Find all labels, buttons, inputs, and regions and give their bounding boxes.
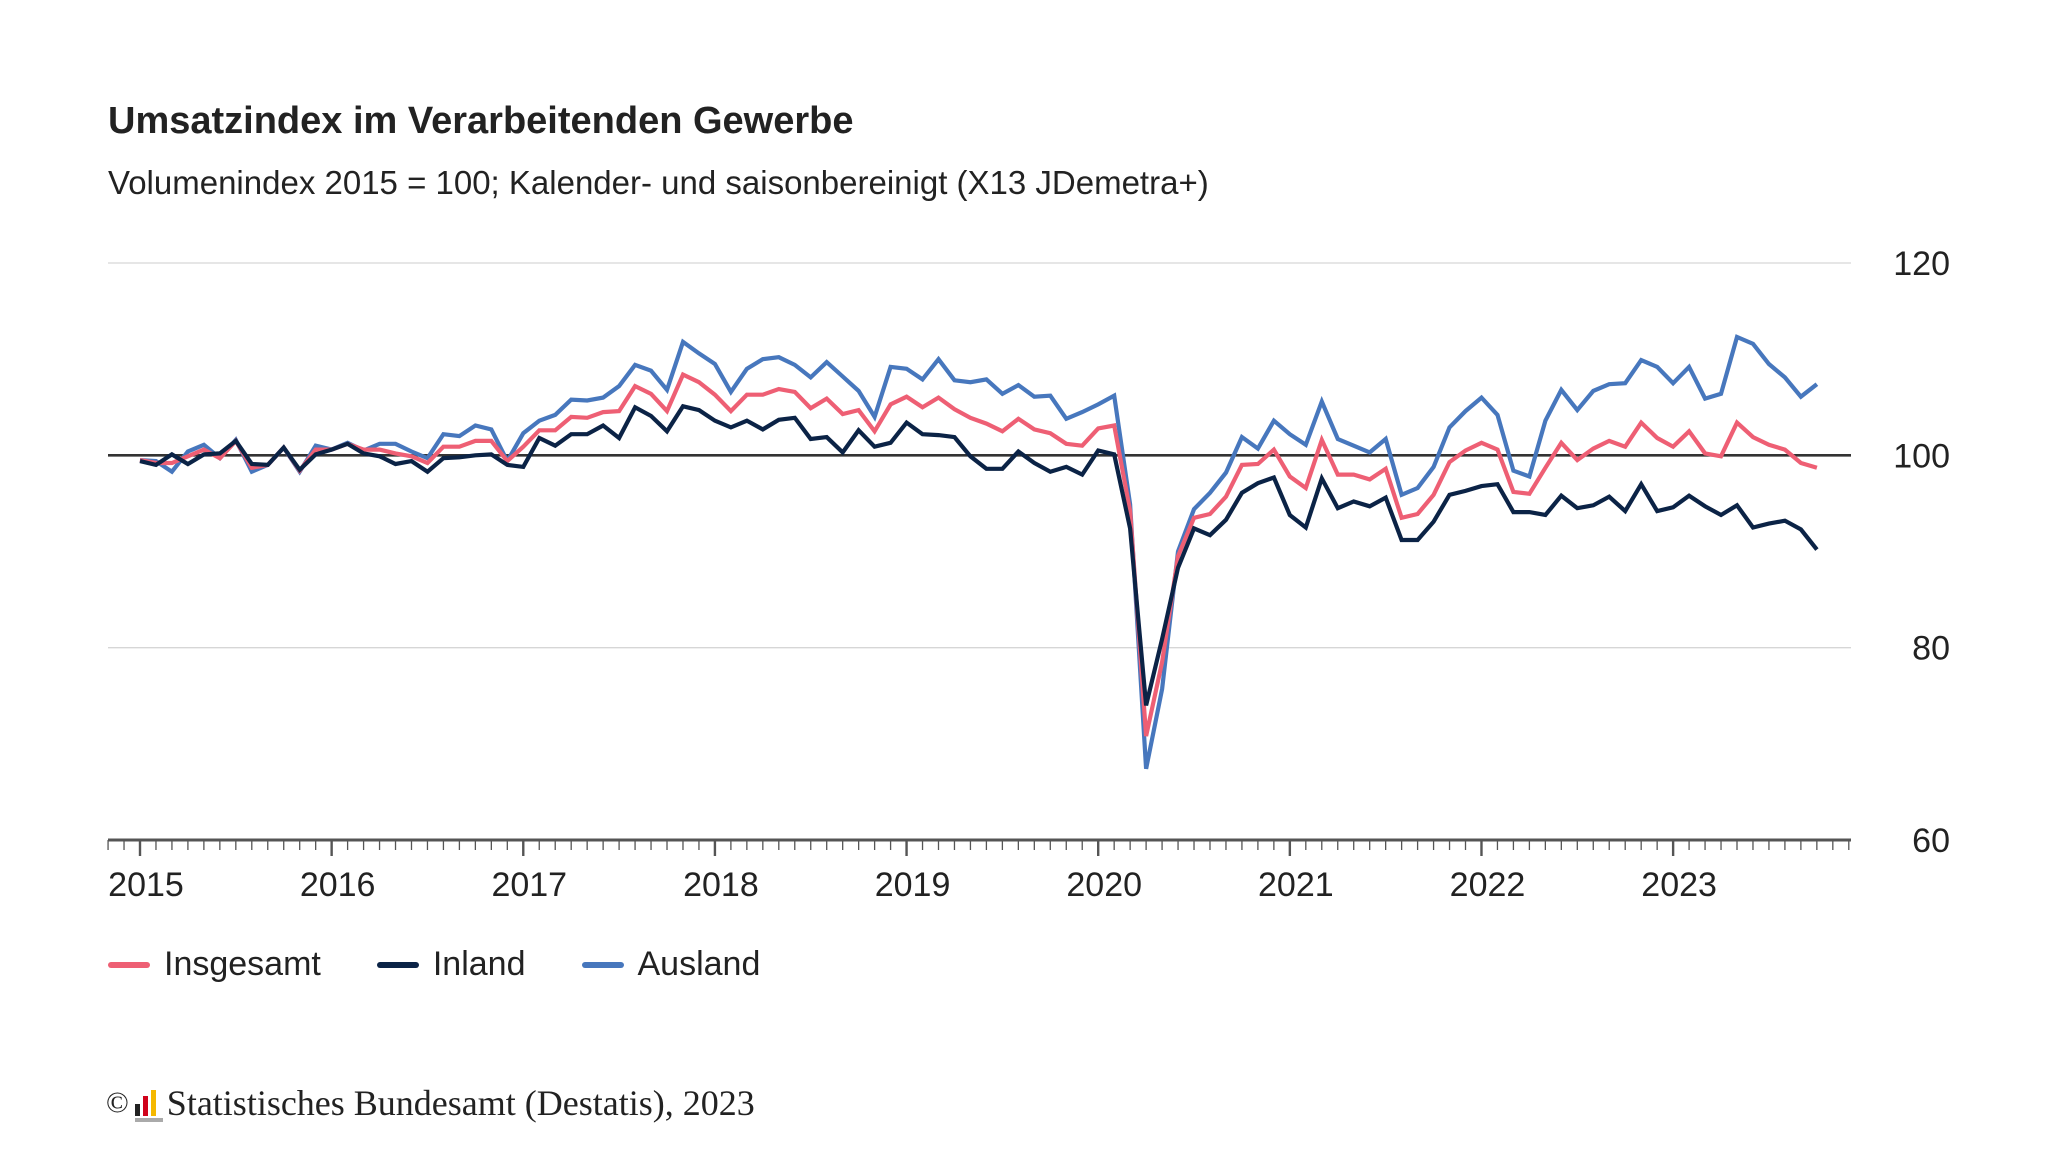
- y-tick-label: 100: [1893, 437, 1950, 475]
- y-tick-label: 120: [1893, 245, 1950, 283]
- x-tick-label: 2019: [875, 866, 951, 904]
- y-tick-label: 80: [1912, 630, 1950, 668]
- legend-item-inland[interactable]: Inland: [376, 945, 526, 984]
- legend-swatch-insgesamt: [108, 961, 150, 968]
- chart-title: Umsatzindex im Verarbeitenden Gewerbe: [108, 100, 854, 142]
- legend-label: Inland: [432, 945, 526, 983]
- y-tick-label: 60: [1912, 822, 1950, 860]
- x-tick-label: 2023: [1641, 866, 1717, 904]
- x-tick-label: 2015: [108, 866, 184, 904]
- legend: Insgesamt Inland Ausland: [108, 945, 816, 984]
- source-text: Statistisches Bundesamt (Destatis), 2023: [166, 1083, 755, 1123]
- legend-label: Insgesamt: [164, 945, 321, 983]
- x-tick-label: 2017: [491, 866, 567, 904]
- x-tick-label: 2021: [1258, 866, 1334, 904]
- x-tick-label: 2022: [1450, 866, 1526, 904]
- x-tick-label: 2020: [1066, 866, 1142, 904]
- footer: © Statistisches Bundesamt (Destatis), 20…: [106, 1082, 755, 1124]
- chart-subtitle: Volumenindex 2015 = 100; Kalender- und s…: [108, 164, 1209, 201]
- series-line-ausland: [139, 334, 1819, 770]
- series-line-insgesamt: [139, 371, 1818, 737]
- legend-label: Ausland: [637, 945, 761, 983]
- x-tick-label: 2016: [300, 866, 376, 904]
- legend-item-ausland[interactable]: Ausland: [581, 945, 761, 984]
- x-tick-label: 2018: [683, 866, 759, 904]
- legend-swatch-ausland: [581, 961, 624, 968]
- legend-item-insgesamt[interactable]: Insgesamt: [108, 945, 321, 984]
- legend-swatch-inland: [376, 961, 419, 968]
- series-line-inland: [139, 403, 1819, 706]
- copyright-symbol: ©: [106, 1086, 129, 1119]
- destatis-logo-icon: [134, 1090, 163, 1122]
